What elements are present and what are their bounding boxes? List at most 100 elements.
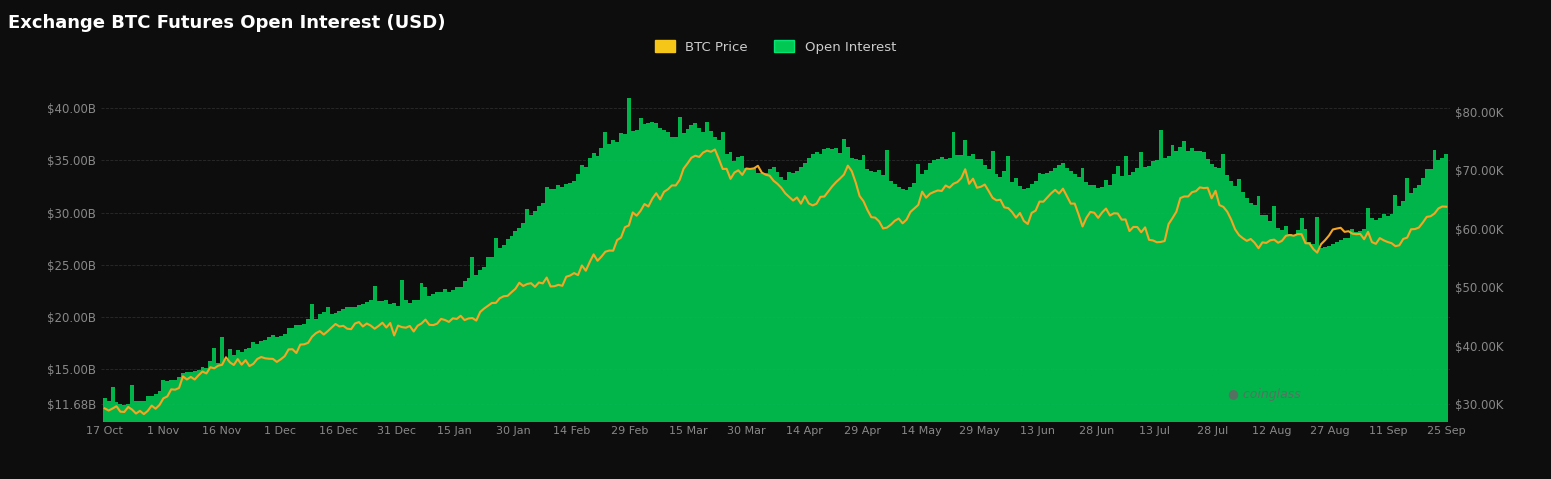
Bar <box>549 189 552 479</box>
Bar <box>611 140 616 479</box>
Bar <box>572 181 575 479</box>
Bar <box>1303 228 1307 479</box>
Bar <box>603 132 608 479</box>
Bar <box>529 216 534 479</box>
Bar <box>901 189 904 479</box>
Bar <box>830 149 834 479</box>
Bar <box>706 122 709 479</box>
Bar <box>575 174 580 479</box>
Bar <box>431 295 436 479</box>
Bar <box>912 183 917 479</box>
Bar <box>1007 156 1010 479</box>
Bar <box>732 161 737 479</box>
Bar <box>146 396 150 479</box>
Bar <box>1053 168 1058 479</box>
Bar <box>904 190 909 479</box>
Bar <box>763 172 768 479</box>
Bar <box>881 175 886 479</box>
Bar <box>1253 205 1256 479</box>
Bar <box>627 98 631 479</box>
Bar <box>130 385 133 479</box>
Bar <box>1311 244 1315 479</box>
Bar <box>174 380 177 479</box>
Bar <box>1159 130 1163 479</box>
Bar <box>240 352 244 479</box>
Bar <box>655 123 658 479</box>
Bar <box>475 275 478 479</box>
Bar <box>740 156 744 479</box>
Bar <box>616 142 619 479</box>
Bar <box>748 169 752 479</box>
Bar <box>485 258 490 479</box>
Bar <box>686 129 690 479</box>
Bar <box>310 304 313 479</box>
Bar <box>248 348 251 479</box>
Bar <box>1120 176 1123 479</box>
Bar <box>986 169 991 479</box>
Bar <box>392 303 396 479</box>
Bar <box>244 349 248 479</box>
Bar <box>1218 168 1221 479</box>
Bar <box>1418 184 1421 479</box>
Bar <box>154 394 158 479</box>
Bar <box>279 336 282 479</box>
Bar <box>690 125 693 479</box>
Bar <box>212 348 216 479</box>
Bar <box>799 167 803 479</box>
Bar <box>513 231 518 479</box>
Bar <box>960 155 963 479</box>
Bar <box>185 373 189 479</box>
Bar <box>290 328 295 479</box>
Bar <box>752 168 755 479</box>
Bar <box>1182 141 1187 479</box>
Bar <box>189 372 192 479</box>
Bar <box>838 153 842 479</box>
Bar <box>526 208 529 479</box>
Bar <box>369 299 372 479</box>
Bar <box>1202 152 1205 479</box>
Bar <box>501 245 506 479</box>
Bar <box>1128 175 1131 479</box>
Bar <box>403 300 408 479</box>
Bar <box>1256 196 1261 479</box>
Bar <box>275 337 279 479</box>
Bar <box>1245 198 1249 479</box>
Bar <box>932 160 935 479</box>
Bar <box>1397 206 1401 479</box>
Bar <box>341 309 346 479</box>
Bar <box>1025 188 1030 479</box>
Bar <box>647 123 650 479</box>
Bar <box>1238 179 1241 479</box>
Bar <box>600 148 603 479</box>
Bar <box>893 184 896 479</box>
Bar <box>1081 168 1084 479</box>
Bar <box>1295 230 1300 479</box>
Bar <box>1335 242 1339 479</box>
Bar <box>717 140 721 479</box>
Bar <box>619 133 624 479</box>
Bar <box>205 368 208 479</box>
Bar <box>1366 208 1370 479</box>
Bar <box>1066 168 1069 479</box>
Bar <box>1210 164 1213 479</box>
Bar <box>1323 247 1328 479</box>
Bar <box>506 240 510 479</box>
Bar <box>1241 192 1245 479</box>
Bar <box>169 380 174 479</box>
Bar <box>1444 154 1449 479</box>
Bar <box>596 157 600 479</box>
Bar <box>634 130 639 479</box>
Bar <box>1393 195 1397 479</box>
Bar <box>478 270 482 479</box>
Bar <box>490 257 493 479</box>
Bar <box>927 163 932 479</box>
Bar <box>400 280 403 479</box>
Bar <box>858 160 861 479</box>
Bar <box>1112 174 1115 479</box>
Bar <box>1276 228 1280 479</box>
Bar <box>380 300 385 479</box>
Bar <box>1377 218 1382 479</box>
Bar <box>1441 158 1444 479</box>
Bar <box>1197 151 1202 479</box>
Bar <box>364 302 369 479</box>
